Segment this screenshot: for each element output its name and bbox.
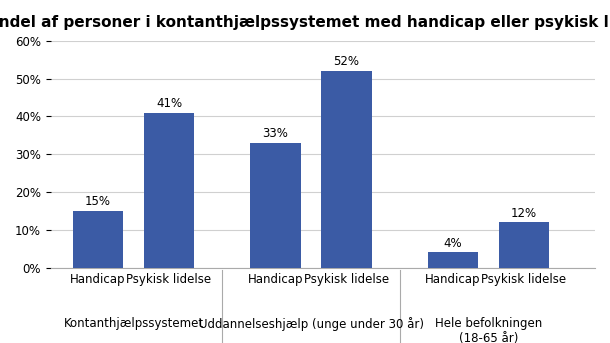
Text: 41%: 41% [156,97,182,110]
Bar [428,252,478,268]
Text: 52%: 52% [334,56,359,69]
Text: 33%: 33% [262,127,289,140]
Text: Uddannelseshjælp (unge under 30 år): Uddannelseshjælp (unge under 30 år) [198,317,423,331]
Bar [73,211,123,268]
Text: Hele befolkningen
(18-65 år): Hele befolkningen (18-65 år) [435,317,542,343]
Bar [144,113,194,268]
Bar [499,222,549,268]
Bar [250,143,301,268]
Text: Kontanthjælpssystemet: Kontanthjælpssystemet [63,317,204,330]
Text: 12%: 12% [511,206,537,220]
Text: 15%: 15% [85,195,111,208]
Text: 4%: 4% [443,237,462,250]
Bar [321,71,371,268]
Title: Andel af personer i kontanthjælpssystemet med handicap eller psykisk lidelse: Andel af personer i kontanthjælpssysteme… [0,15,610,30]
